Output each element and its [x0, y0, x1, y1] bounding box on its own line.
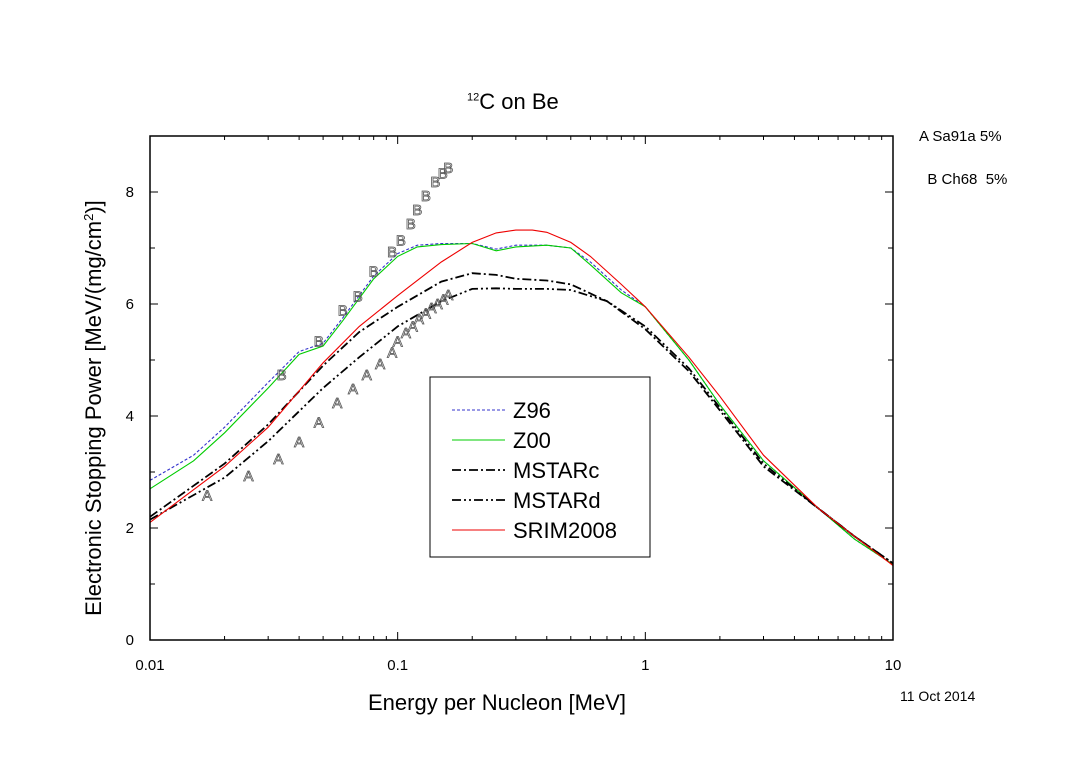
y-tick-label: 6	[126, 296, 134, 313]
data-point-a: A	[375, 356, 385, 373]
chart-title: 12C on Be	[467, 89, 559, 115]
marker-legend-b-text: B Ch68 5%	[927, 171, 1008, 188]
data-point-b: B	[406, 216, 416, 233]
data-point-a: A	[387, 345, 397, 362]
y-tick-label: 4	[126, 408, 134, 425]
marker-legend-a-text: A Sa91a 5%	[919, 128, 1002, 145]
data-point-a: A	[273, 451, 283, 468]
data-point-a: A	[332, 395, 342, 412]
y-axis-label-end: )]	[81, 200, 107, 214]
title-text: C on Be	[479, 89, 559, 114]
y-axis-label: Electronic Stopping Power [MeV/(mg/cm2)]	[81, 200, 107, 616]
title-mass-number: 12	[467, 91, 480, 104]
x-tick-label: 10	[885, 657, 902, 674]
y-tick-label: 0	[126, 632, 134, 649]
data-point-b: B	[369, 263, 379, 280]
data-point-b: B	[314, 333, 324, 350]
data-point-a: A	[427, 300, 437, 317]
data-point-a: A	[401, 325, 411, 342]
data-point-b: B	[412, 202, 422, 219]
data-point-a: A	[362, 367, 372, 384]
legend-label: Z96	[513, 398, 551, 423]
marker-legend-a: A Sa91a 5%	[919, 128, 1002, 145]
data-point-b: B	[338, 303, 348, 320]
marker-legend-b: B Ch68 5%	[919, 154, 1007, 188]
data-point-a: A	[433, 296, 443, 313]
y-axis-label-sup: 2	[80, 213, 96, 221]
data-point-a: A	[244, 468, 254, 485]
data-point-b: B	[430, 174, 440, 191]
date-stamp: 11 Oct 2014	[900, 688, 975, 704]
data-point-a: A	[202, 487, 212, 504]
data-point-a: A	[348, 381, 358, 398]
plot-frame	[149, 135, 894, 641]
series-line-srim2008	[149, 229, 894, 566]
legend-box	[429, 376, 651, 558]
data-point-b: B	[396, 233, 406, 250]
data-point-b: B	[387, 244, 397, 261]
legend-label: SRIM2008	[513, 518, 617, 543]
y-axis-label-text: Electronic Stopping Power [MeV/(mg/cm	[81, 220, 107, 616]
series-line-mstarc	[149, 272, 894, 565]
legend-label: MSTARc	[513, 458, 599, 483]
data-point-b: B	[277, 367, 287, 384]
series-line-z00	[149, 242, 894, 565]
x-axis-label: Energy per Nucleon [MeV]	[368, 690, 626, 716]
data-point-a: A	[443, 287, 453, 304]
data-point-b: B	[443, 160, 453, 177]
data-point-a: A	[438, 291, 448, 308]
y-tick-label: 2	[126, 520, 134, 537]
legend: Z96 Z00 MSTARc MSTARd SRIM2008	[429, 376, 651, 558]
y-tick-label: 8	[126, 184, 134, 201]
data-point-a: A	[314, 415, 324, 432]
data-point-b: B	[438, 165, 448, 182]
data-point-b: B	[353, 289, 363, 306]
data-point-a: A	[421, 305, 431, 322]
x-tick-label: 0.01	[135, 657, 164, 674]
data-point-b: B	[421, 188, 431, 205]
date-text: 11 Oct 2014	[900, 688, 976, 704]
data-point-a: A	[393, 333, 403, 350]
data-point-a: A	[414, 311, 424, 328]
tick-labels: 0.01 0.1 1 10 0 2 4 6 8	[126, 184, 902, 674]
series-line-mstard	[149, 287, 894, 565]
legend-label: MSTARd	[513, 488, 601, 513]
x-tick-label: 0.1	[387, 657, 408, 674]
x-tick-label: 1	[641, 657, 649, 674]
data-point-a: A	[294, 434, 304, 451]
legend-label: Z00	[513, 428, 551, 453]
x-axis-label-text: Energy per Nucleon [MeV]	[368, 690, 627, 715]
series-layer	[149, 229, 894, 566]
data-point-a: A	[408, 318, 418, 335]
